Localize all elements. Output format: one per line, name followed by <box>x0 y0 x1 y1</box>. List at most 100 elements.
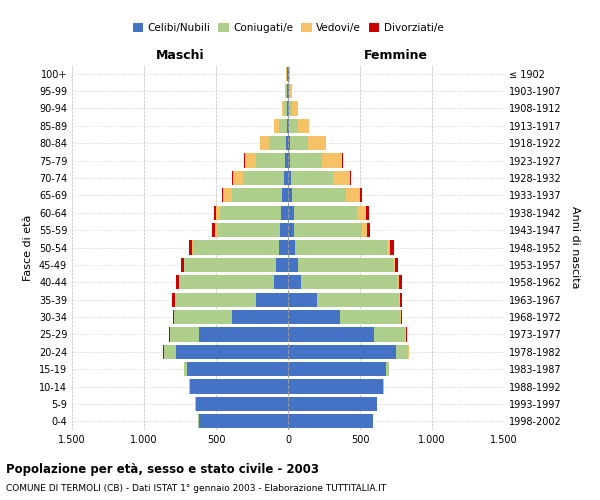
Bar <box>220 206 281 220</box>
Bar <box>217 223 280 237</box>
Bar <box>289 102 292 116</box>
Bar <box>176 275 179 289</box>
Bar <box>291 171 332 185</box>
Legend: Celibi/Nubili, Coniugati/e, Vedovi/e, Divorziati/e: Celibi/Nubili, Coniugati/e, Vedovi/e, Di… <box>128 19 448 38</box>
Bar <box>360 188 362 202</box>
Bar <box>346 188 360 202</box>
Bar <box>287 66 288 81</box>
Bar <box>295 223 362 237</box>
Bar <box>277 258 288 272</box>
Bar <box>288 258 298 272</box>
Bar <box>288 136 290 150</box>
Bar <box>256 154 285 168</box>
Bar <box>191 240 193 254</box>
Bar <box>366 206 368 220</box>
Bar <box>288 310 340 324</box>
Bar <box>280 118 287 133</box>
Text: Popolazione per età, sesso e stato civile - 2003: Popolazione per età, sesso e stato civil… <box>6 462 319 475</box>
Bar <box>290 84 292 98</box>
Bar <box>285 154 288 168</box>
Y-axis label: Anni di nascita: Anni di nascita <box>570 206 580 289</box>
Bar <box>256 292 288 307</box>
Bar <box>287 84 288 98</box>
Bar <box>286 136 288 150</box>
Bar <box>406 328 407 342</box>
Bar <box>288 240 295 254</box>
Bar <box>164 344 176 359</box>
Bar <box>196 397 288 411</box>
Bar <box>280 240 288 254</box>
Bar <box>288 380 383 394</box>
Bar <box>176 292 256 307</box>
Bar <box>199 414 288 428</box>
Bar <box>232 171 233 185</box>
Bar <box>288 171 291 185</box>
Bar <box>397 275 398 289</box>
Bar <box>388 240 390 254</box>
Bar <box>281 206 288 220</box>
Bar <box>284 102 287 116</box>
Bar <box>288 118 289 133</box>
Bar <box>244 154 245 168</box>
Bar <box>342 154 343 168</box>
Y-axis label: Fasce di età: Fasce di età <box>23 214 33 280</box>
Bar <box>362 223 367 237</box>
Bar <box>179 275 180 289</box>
Bar <box>308 136 326 150</box>
Bar <box>232 188 282 202</box>
Bar <box>184 362 187 376</box>
Bar <box>288 292 317 307</box>
Bar <box>290 136 308 150</box>
Bar <box>288 154 290 168</box>
Bar <box>190 240 191 254</box>
Bar <box>399 292 400 307</box>
Bar <box>184 258 277 272</box>
Bar <box>189 380 190 394</box>
Bar <box>260 136 269 150</box>
Bar <box>288 102 289 116</box>
Bar <box>176 344 288 359</box>
Bar <box>172 292 175 307</box>
Bar <box>288 223 295 237</box>
Bar <box>390 240 394 254</box>
Bar <box>280 223 288 237</box>
Bar <box>216 206 220 220</box>
Bar <box>317 292 399 307</box>
Bar <box>282 102 284 116</box>
Bar <box>383 380 384 394</box>
Bar <box>400 292 403 307</box>
Bar <box>180 275 274 289</box>
Bar <box>286 84 287 98</box>
Text: COMUNE DI TERMOLI (CB) - Dati ISTAT 1° gennaio 2003 - Elaborazione TUTTITALIA.IT: COMUNE DI TERMOLI (CB) - Dati ISTAT 1° g… <box>6 484 386 493</box>
Bar <box>215 223 217 237</box>
Bar <box>332 171 350 185</box>
Bar <box>294 206 357 220</box>
Bar <box>173 310 174 324</box>
Bar <box>232 310 288 324</box>
Bar <box>174 310 232 324</box>
Bar <box>244 171 284 185</box>
Bar <box>290 154 322 168</box>
Bar <box>288 328 374 342</box>
Bar <box>233 171 244 185</box>
Text: Femmine: Femmine <box>364 48 428 62</box>
Bar <box>340 310 400 324</box>
Bar <box>274 275 288 289</box>
Bar <box>222 188 223 202</box>
Bar <box>214 206 216 220</box>
Bar <box>288 206 294 220</box>
Bar <box>298 258 393 272</box>
Bar <box>393 258 395 272</box>
Bar <box>169 328 170 342</box>
Bar <box>398 275 402 289</box>
Bar <box>298 118 310 133</box>
Bar <box>292 102 298 116</box>
Bar <box>287 102 288 116</box>
Bar <box>289 66 290 81</box>
Bar <box>386 362 389 376</box>
Bar <box>401 310 403 324</box>
Bar <box>269 136 286 150</box>
Bar <box>288 397 377 411</box>
Bar <box>367 223 370 237</box>
Bar <box>288 362 386 376</box>
